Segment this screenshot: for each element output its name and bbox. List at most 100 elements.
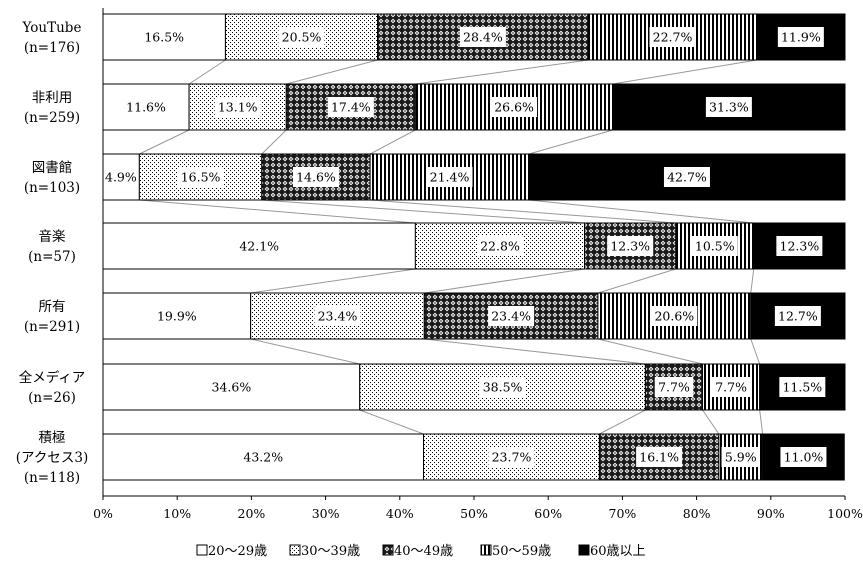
x-tick-label: 80% xyxy=(683,506,711,521)
category-label: 図書館 xyxy=(32,160,73,176)
data-label-background xyxy=(479,377,526,397)
series-connector-line xyxy=(759,409,764,435)
data-label-background xyxy=(488,306,535,326)
data-label: 21.4% xyxy=(430,170,470,185)
data-label: 16.5% xyxy=(181,170,221,185)
data-label: 20.6% xyxy=(654,309,694,324)
series-connector-line xyxy=(139,129,190,155)
legend-swatch xyxy=(382,544,394,556)
x-tick-label: 20% xyxy=(238,506,266,521)
data-label-background xyxy=(426,167,473,187)
x-tick-label: 70% xyxy=(609,506,637,521)
data-label-background xyxy=(177,167,224,187)
data-label-background xyxy=(636,447,683,467)
series-connector-line xyxy=(250,268,416,294)
plot-area: 16.5% 20.5% 28.4% 22.7% 11.9% 11.6% 13.1% 17.4%… xyxy=(16,13,846,486)
data-label: 11.5% xyxy=(782,380,822,395)
x-axis: 0% 10% 20% 30% 40% 50% 60% 70% 80% 90% 100% xyxy=(93,8,863,521)
data-label-background xyxy=(776,236,823,256)
data-label: 19.9% xyxy=(157,309,197,324)
data-label: 12.3% xyxy=(780,239,820,254)
series-connector-line xyxy=(359,409,424,435)
data-label-background xyxy=(292,167,339,187)
series-connector-line xyxy=(188,59,226,85)
data-label-background xyxy=(476,236,523,256)
data-label-background xyxy=(777,27,824,47)
data-label-background xyxy=(651,306,698,326)
data-label: 4.9% xyxy=(105,170,137,185)
x-tick-label: 0% xyxy=(93,506,113,521)
legend-swatch xyxy=(196,544,208,556)
legend-swatch xyxy=(289,544,301,556)
legend-label: 30～39歳 xyxy=(301,544,360,559)
data-label-background xyxy=(327,97,374,117)
data-label-background xyxy=(654,377,694,397)
legend-label: 20～29歳 xyxy=(208,544,267,559)
category-label: (n=103) xyxy=(24,180,80,196)
data-label: 7.7% xyxy=(715,380,747,395)
data-label: 11.0% xyxy=(784,450,824,465)
x-tick-label: 100% xyxy=(827,506,863,521)
data-label: 42.1% xyxy=(239,239,279,254)
data-label: 34.6% xyxy=(212,380,252,395)
data-label-background xyxy=(459,27,506,47)
series-connector-line xyxy=(597,338,703,365)
series-connector-line xyxy=(750,268,755,294)
bar-segment xyxy=(102,433,425,481)
series-connector-line xyxy=(528,199,754,224)
category-label: 積極 xyxy=(39,430,66,446)
data-label: 23.4% xyxy=(318,309,358,324)
data-label: 16.1% xyxy=(639,450,679,465)
category-label: (アクセス3) xyxy=(16,450,88,466)
legend-swatch xyxy=(578,544,590,556)
data-label: 5.9% xyxy=(725,450,757,465)
data-label-background xyxy=(314,306,361,326)
category-label: (n=57) xyxy=(28,249,76,265)
data-label-background xyxy=(721,447,760,467)
data-label: 7.7% xyxy=(658,380,690,395)
data-label: 23.4% xyxy=(491,309,531,324)
x-tick-label: 40% xyxy=(386,506,414,521)
data-label: 16.5% xyxy=(144,30,184,45)
category-label: 所有 xyxy=(39,299,66,315)
series-connector-line xyxy=(370,199,676,224)
data-label: 38.5% xyxy=(483,380,523,395)
data-label-background xyxy=(491,97,538,117)
x-tick-label: 90% xyxy=(757,506,785,521)
legend-label: 60歳以上 xyxy=(590,544,646,559)
series-connector-line xyxy=(139,199,416,224)
data-label: 10.5% xyxy=(695,239,735,254)
category-label: 音楽 xyxy=(39,228,66,245)
data-label: 20.5% xyxy=(282,30,322,45)
data-label-background xyxy=(607,236,654,256)
data-label: 26.6% xyxy=(494,100,534,115)
data-label-background xyxy=(649,27,696,47)
category-label: (n=26) xyxy=(28,390,76,406)
series-connector-line xyxy=(702,409,720,435)
x-tick-label: 10% xyxy=(163,506,191,521)
data-label-background xyxy=(779,377,826,397)
data-label: 17.4% xyxy=(331,100,371,115)
series-connector-line xyxy=(261,129,287,155)
series-connector-line xyxy=(415,59,589,85)
data-label: 22.8% xyxy=(480,239,520,254)
series-connector-line xyxy=(612,59,757,85)
series-connector-line xyxy=(597,268,676,294)
series-connector-line xyxy=(528,129,613,155)
data-label-background xyxy=(705,97,752,117)
bar-segment xyxy=(102,83,190,131)
x-tick-label: 60% xyxy=(534,506,562,521)
series-connector-line xyxy=(286,59,378,85)
category-label: (n=118) xyxy=(24,470,80,486)
category-label: (n=259) xyxy=(24,110,80,126)
data-label: 12.3% xyxy=(610,239,650,254)
data-label-background xyxy=(214,97,261,117)
bar-segment xyxy=(102,153,140,201)
category-label: (n=291) xyxy=(24,319,80,335)
series-connector-line xyxy=(424,268,585,294)
legend: 20～29歳 30～39歳 40～49歳 50～59歳 60歳以上 xyxy=(196,544,646,559)
data-label-background xyxy=(663,167,710,187)
data-label: 12.7% xyxy=(778,309,818,324)
x-tick-label: 50% xyxy=(460,506,488,521)
